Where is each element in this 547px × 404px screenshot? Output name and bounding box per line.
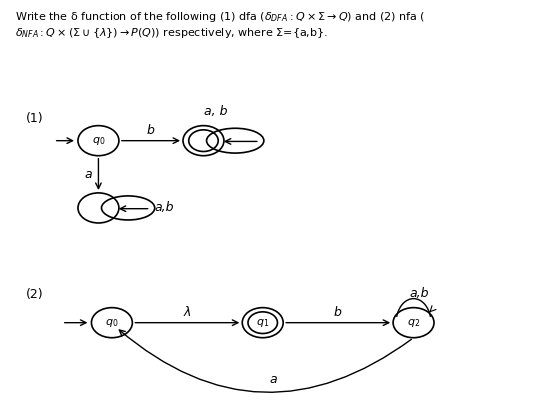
Text: $q_0$: $q_0$	[105, 317, 119, 329]
Text: $\lambda$: $\lambda$	[183, 305, 191, 320]
Text: a, b: a, b	[204, 105, 228, 118]
Text: Write the δ function of the following (1) dfa ($\delta_{DFA}:Q\times\Sigma\right: Write the δ function of the following (1…	[15, 10, 426, 24]
Text: $\delta_{NFA}:Q\times(\Sigma\cup\{\lambda\})\rightarrow P(Q)$) respectively, whe: $\delta_{NFA}:Q\times(\Sigma\cup\{\lambd…	[15, 26, 328, 40]
Text: $a$: $a$	[269, 373, 278, 386]
Text: a: a	[85, 168, 92, 181]
Text: $q_2$: $q_2$	[407, 317, 420, 329]
Text: a,b: a,b	[154, 202, 174, 215]
Text: $b$: $b$	[334, 305, 343, 320]
Text: $q_0$: $q_0$	[92, 135, 105, 147]
Text: $q_1$: $q_1$	[256, 317, 269, 329]
Text: (2): (2)	[26, 288, 43, 301]
Text: a,b: a,b	[410, 287, 429, 300]
Text: (1): (1)	[26, 112, 43, 125]
Text: b: b	[147, 124, 155, 137]
